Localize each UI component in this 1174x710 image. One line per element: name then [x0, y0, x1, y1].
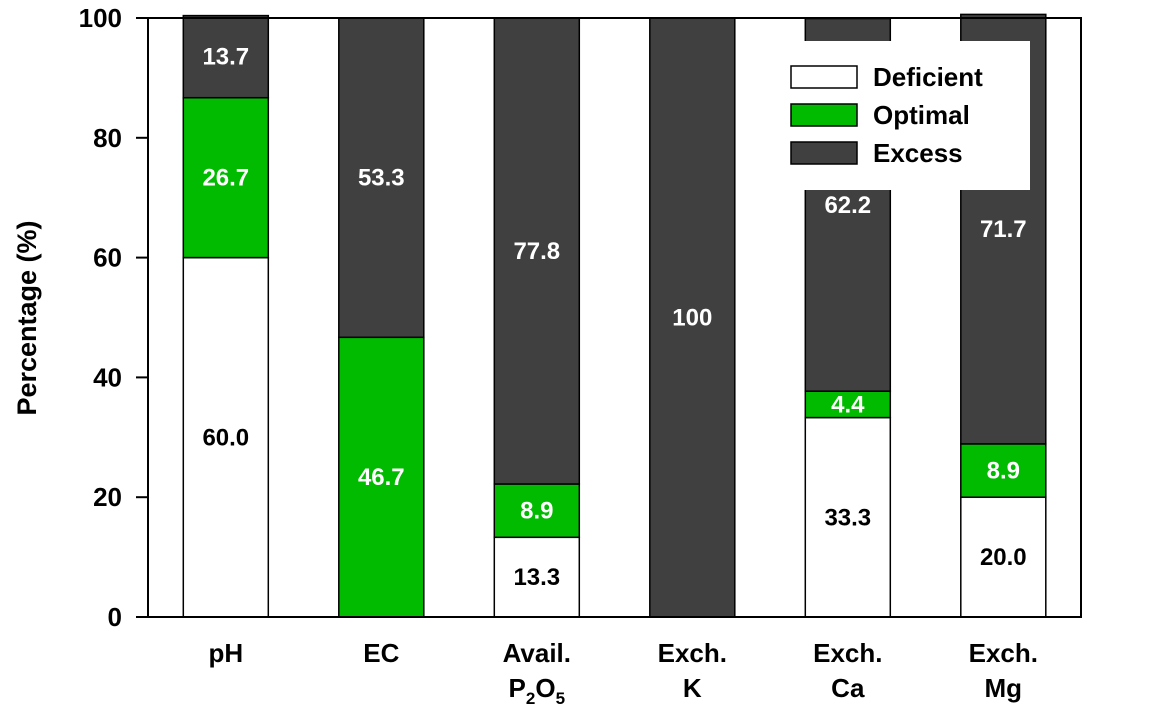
bar-optimal-4: [804, 390, 892, 419]
bar-label-excess-2: 77.8: [513, 238, 560, 265]
bar-deficient-4: [804, 416, 892, 618]
bar-excess-2: [493, 17, 581, 485]
bar-label-deficient-4: 33.3: [824, 504, 871, 531]
x-tick-label-3-line-0: Exch.: [658, 638, 727, 668]
bar-label-deficient-0: 60.0: [202, 424, 249, 451]
x-tick-label-2-line-1: P2O5: [509, 673, 566, 708]
bars-layer: [182, 13, 1047, 618]
y-tick-label-40: 40: [93, 362, 122, 392]
y-tick-label-0: 0: [108, 602, 122, 632]
bar-excess-1: [338, 17, 425, 339]
bar-deficient-2: [493, 536, 581, 618]
bar-label-excess-3: 100: [672, 305, 712, 332]
y-tick-label-20: 20: [93, 482, 122, 512]
bar-label-deficient-2: 13.3: [513, 564, 560, 591]
bar-optimal-1: [338, 336, 425, 618]
bar-label-deficient-5: 20.0: [980, 544, 1027, 571]
legend-swatch-excess: [790, 141, 858, 165]
legend: Deficient Optimal Excess: [770, 41, 1030, 190]
bar-label-excess-1: 53.3: [358, 165, 405, 192]
legend-swatch-deficient: [790, 65, 858, 89]
bar-label-optimal-5: 8.9: [987, 458, 1020, 485]
legend-label-excess: Excess: [873, 138, 963, 168]
bar-label-optimal-0: 26.7: [202, 165, 249, 192]
y-axis-label: Percentage (%): [12, 220, 42, 415]
bar-optimal-2: [493, 483, 581, 539]
x-axis: pH EC Avail. P2O5 Exch. K Exch. Ca Exch. Mg: [208, 638, 1038, 708]
x-tick-label-1-line-0: EC: [363, 638, 399, 668]
bar-labels-layer: 60.0 26.7 13.7 46.7 53.3 13.3 8.9 77.8 100 33.3 4.…: [202, 44, 1026, 592]
x-tick-label-4-line-1: Ca: [831, 673, 865, 703]
legend-label-optimal: Optimal: [873, 100, 970, 130]
x-tick-label-3-line-1: K: [683, 673, 702, 703]
y-tick-label-60: 60: [93, 243, 122, 273]
bar-label-excess-0: 13.7: [202, 44, 249, 71]
x-tick-label-5-line-1: Mg: [985, 673, 1023, 703]
x-tick-label-0-line-0: pH: [208, 638, 243, 668]
bar-optimal-0: [182, 96, 270, 259]
bar-label-excess-5: 71.7: [980, 216, 1027, 243]
y-tick-label-80: 80: [93, 123, 122, 153]
x-tick-label-2-line-0: Avail.: [503, 638, 571, 668]
x-tick-label-5-line-0: Exch.: [969, 638, 1038, 668]
plot-frame: [147, 17, 1082, 618]
bar-label-optimal-4: 4.4: [831, 391, 865, 418]
bar-label-excess-4: 62.2: [824, 192, 871, 219]
bar-excess-0: [182, 14, 270, 99]
y-tick-label-100: 100: [79, 3, 122, 33]
y-axis: 0 20 40 60 80 100: [79, 3, 148, 632]
legend-label-deficient: Deficient: [873, 62, 983, 92]
x-tick-label-4-line-0: Exch.: [813, 638, 882, 668]
bar-deficient-0: [182, 256, 270, 618]
legend-swatch-optimal: [790, 103, 858, 127]
bar-label-optimal-2: 8.9: [520, 498, 553, 525]
bar-label-optimal-1: 46.7: [358, 464, 405, 491]
